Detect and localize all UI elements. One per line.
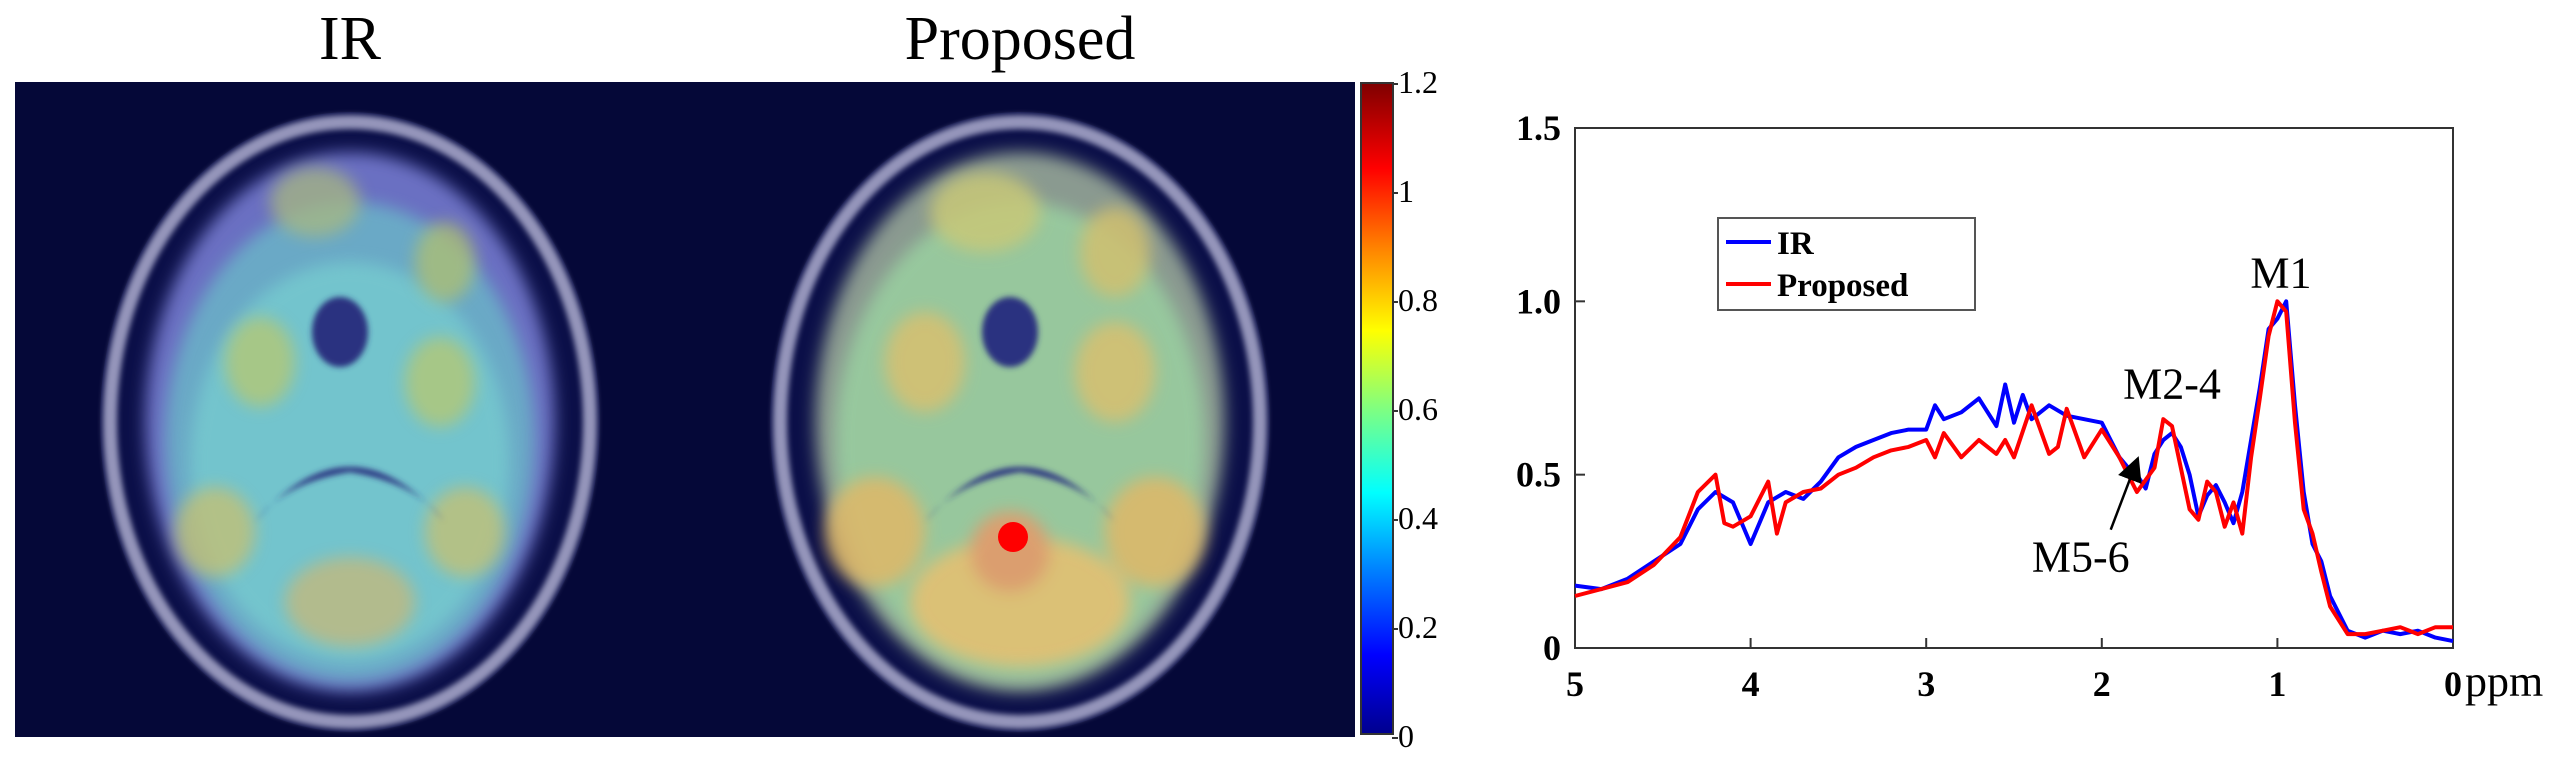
spectrum-chart: 0 0.5 1.0 1.5 5 4 3 2 1 0 M1 M2-4 M5-6 ppm IR Prop… — [1516, 108, 2543, 706]
y-axis: 0 0.5 1.0 1.5 — [1516, 108, 1585, 668]
x-tick-label: 1 — [2268, 664, 2286, 704]
series-line-proposed — [1574, 299, 2453, 637]
colorbar-tick-1.2: 1.2 — [1392, 64, 1438, 100]
y-tick-label: 0.5 — [1516, 455, 1561, 495]
x-tick-label: 2 — [2093, 664, 2111, 704]
colorbar-tick-1: 1 — [1392, 173, 1414, 209]
x-tick-label: 4 — [1742, 664, 1760, 704]
ir-brain-map — [15, 82, 685, 737]
colorbar — [1360, 82, 1394, 735]
legend-label-ir: IR — [1777, 226, 1815, 262]
x-tick-label: 3 — [1917, 664, 1935, 704]
annotation-m1: M1 — [2250, 248, 2311, 297]
annotation-layer: M1 M2-4 M5-6 — [2032, 248, 2312, 581]
colorbar-tick-0.4: 0.4 — [1392, 500, 1438, 536]
annotation-m5-6: M5-6 — [2032, 533, 2130, 582]
y-tick-label: 1.0 — [1516, 281, 1561, 321]
voxel-marker — [998, 522, 1028, 552]
x-axis-label: ppm — [2465, 657, 2543, 706]
x-tick-label: 0 — [2444, 664, 2462, 704]
colorbar-tick-0.8: 0.8 — [1392, 282, 1438, 318]
colorbar-tick-0: 0 — [1392, 718, 1414, 754]
x-axis: 5 4 3 2 1 0 — [1566, 638, 2462, 704]
legend-label-proposed: Proposed — [1777, 268, 1908, 304]
series-layer — [1574, 299, 2454, 644]
colorbar-tick-0.2: 0.2 — [1392, 609, 1438, 645]
x-tick-label: 5 — [1566, 664, 1584, 704]
y-tick-label: 1.5 — [1516, 108, 1561, 148]
legend: IR Proposed — [1717, 217, 1976, 311]
colorbar-tick-0.6: 0.6 — [1392, 391, 1438, 427]
plot-area — [1574, 127, 2454, 649]
ir-panel-title: IR — [319, 5, 381, 73]
legend-box — [1717, 217, 1976, 311]
y-tick-label: 0 — [1543, 628, 1561, 668]
proposed-brain-map — [685, 82, 1355, 737]
proposed-panel-title: Proposed — [904, 5, 1136, 73]
annotation-arrow — [2109, 456, 2142, 531]
annotation-m2-4: M2-4 — [2123, 359, 2221, 408]
